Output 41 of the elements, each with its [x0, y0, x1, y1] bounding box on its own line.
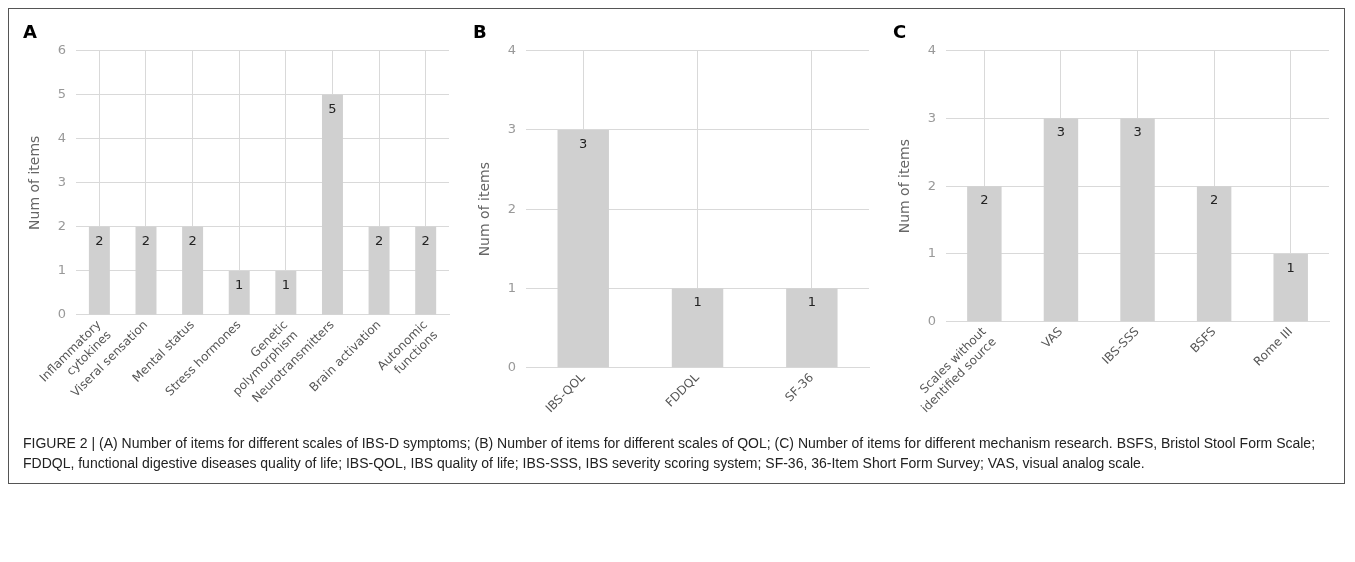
y-tick-label: 0: [507, 359, 517, 375]
data-label: 3: [579, 135, 588, 151]
y-tick-label: 1: [927, 245, 937, 261]
y-tick-label: 0: [57, 306, 67, 322]
data-label: 1: [235, 276, 244, 292]
chart-title: B: [473, 21, 487, 43]
data-label: 2: [141, 232, 151, 248]
data-label: 2: [95, 232, 104, 248]
y-axis-title: Num of items: [26, 135, 43, 230]
chart-title: C: [893, 21, 907, 43]
data-label: 2: [374, 232, 384, 248]
data-label: 1: [693, 294, 702, 310]
y-tick-label: 4: [927, 41, 937, 57]
data-label: 2: [421, 232, 430, 248]
y-tick-label: 4: [507, 41, 517, 57]
y-tick-label: 3: [507, 121, 517, 137]
y-tick-label: 1: [507, 279, 517, 295]
y-tick-label: 0: [927, 313, 937, 329]
y-tick-label: 4: [57, 130, 67, 146]
y-axis-title: Num of items: [896, 139, 913, 234]
data-label: 5: [328, 100, 337, 116]
y-tick-label: 6: [57, 41, 67, 57]
data-label: 1: [807, 294, 816, 310]
y-tick-label: 2: [57, 218, 67, 234]
data-label: 1: [1286, 259, 1295, 275]
data-label: 3: [1056, 124, 1066, 140]
y-tick-label: 5: [57, 86, 67, 102]
data-label: 2: [980, 192, 989, 208]
y-axis-title: Num of items: [476, 162, 493, 257]
y-tick-label: 2: [507, 200, 517, 216]
caption: FIGURE 2 | (A) Number of items for different scales of IBS-D symptoms; (B) Number of items for different scales of QOL; (C) Number of items for different mechanism research. BSFS, Bristol Stool Form Scale; FDDQL, functional digestive diseases quality of life; IBS-QOL, IBS quality of life; IBS-SSS, IBS severity scoring system; SF-36, 36-Item Short Form Survey; VAS, visual analog scale.: [23, 434, 1317, 473]
data-label: 2: [188, 232, 197, 248]
y-tick-label: 3: [57, 174, 67, 190]
data-label: 2: [1209, 192, 1219, 208]
y-tick-label: 1: [57, 262, 67, 278]
y-tick-label: 3: [927, 109, 937, 125]
y-tick-label: 2: [927, 177, 937, 193]
data-label: 3: [1133, 124, 1142, 140]
x-tick-label: VAS: [1038, 324, 1066, 351]
data-label: 1: [281, 276, 290, 292]
chart-title: A: [23, 21, 37, 43]
